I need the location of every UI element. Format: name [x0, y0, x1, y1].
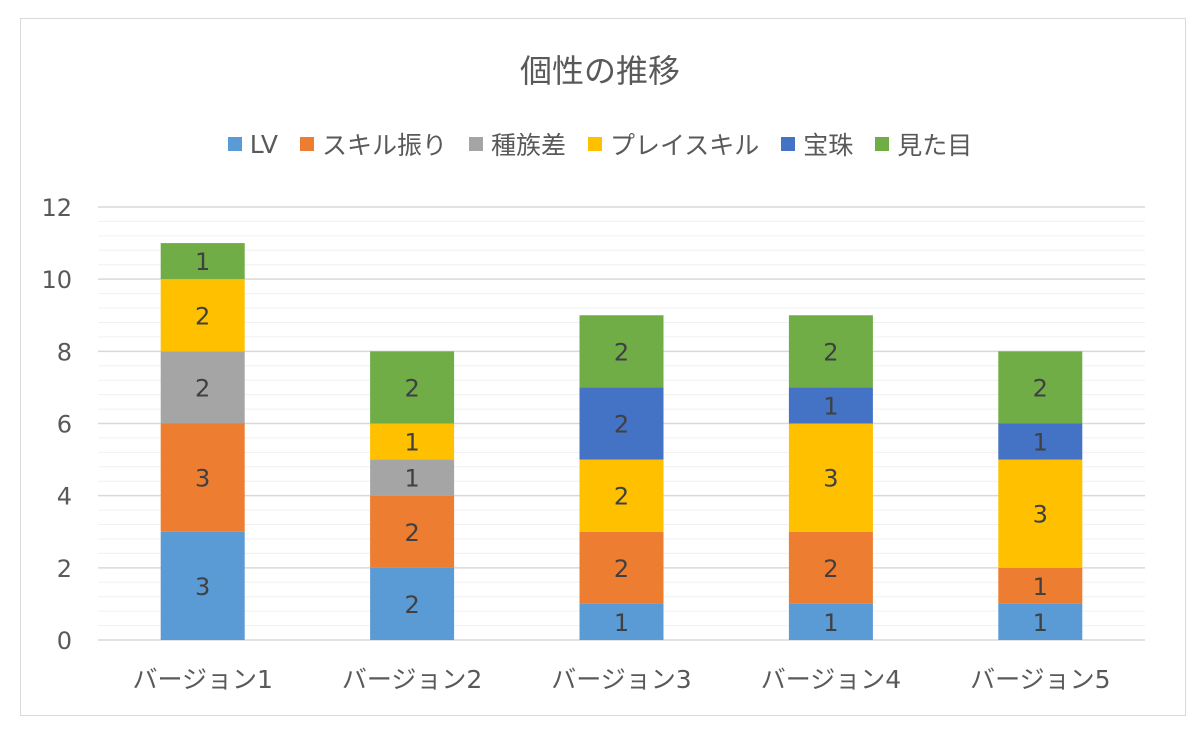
- data-label: 2: [614, 555, 629, 583]
- x-tick-label: バージョン4: [761, 665, 901, 694]
- data-label: 1: [614, 609, 629, 637]
- y-tick-label: 2: [57, 555, 72, 583]
- data-label: 3: [195, 573, 210, 601]
- bar-segment: [579, 387, 664, 460]
- bar-segment: [788, 387, 873, 424]
- bar-segment: [160, 423, 245, 532]
- legend-item-playskill: プレイスキル: [588, 126, 759, 162]
- y-tick-label: 8: [57, 338, 72, 366]
- bar-segment: [579, 531, 664, 604]
- bar-segment: [370, 567, 455, 640]
- bar-segment: [998, 351, 1083, 424]
- legend: LV スキル振り 種族差 プレイスキル 宝珠 見た目: [0, 126, 1200, 162]
- data-label: 2: [614, 338, 629, 366]
- legend-label: プレイスキル: [610, 131, 760, 160]
- data-label: 2: [823, 555, 838, 583]
- legend-label: LV: [249, 129, 278, 159]
- bar-segment: [998, 603, 1083, 640]
- bar-segment: [370, 495, 455, 568]
- data-label: 2: [195, 302, 210, 330]
- bar-segment: [788, 603, 873, 640]
- legend-swatch: [227, 137, 242, 151]
- data-label: 2: [195, 374, 210, 402]
- y-tick-label: 10: [41, 266, 72, 294]
- legend-item-appearance: 見た目: [875, 126, 972, 162]
- data-label: 1: [823, 392, 838, 420]
- data-label: 2: [614, 411, 629, 439]
- legend-swatch: [469, 137, 483, 151]
- legend-item-skill: スキル振り: [299, 126, 447, 162]
- data-label: 3: [195, 465, 210, 493]
- data-label: 1: [1033, 609, 1048, 637]
- legend-item-lv: LV: [227, 126, 278, 162]
- legend-label: 見た目: [897, 131, 973, 160]
- data-label: 2: [614, 483, 629, 511]
- bar-segment: [579, 315, 664, 388]
- y-tick-label: 4: [57, 483, 72, 511]
- data-label: 2: [404, 374, 419, 402]
- data-label: 1: [404, 429, 419, 457]
- bar-segment: [579, 603, 664, 640]
- bar-segment: [998, 423, 1083, 460]
- data-label: 1: [1033, 429, 1048, 457]
- legend-label: スキル振り: [321, 131, 447, 160]
- bar-segment: [788, 531, 873, 604]
- bar-segment: [370, 459, 455, 496]
- bar-segment: [998, 567, 1083, 604]
- bar-segment: [579, 459, 664, 532]
- x-tick-label: バージョン3: [551, 665, 691, 694]
- bar-segment: [160, 243, 245, 280]
- x-tick-label: バージョン5: [970, 665, 1110, 694]
- y-tick-label: 6: [57, 411, 72, 439]
- y-tick-label: 12: [41, 194, 72, 222]
- data-label: 3: [1033, 501, 1048, 529]
- data-label: 1: [195, 248, 210, 276]
- legend-swatch: [299, 137, 314, 151]
- legend-label: 宝珠: [803, 131, 854, 160]
- legend-swatch: [588, 137, 603, 151]
- bar-segment: [370, 423, 455, 460]
- legend-item-orb: 宝珠: [781, 126, 853, 162]
- x-tick-label: バージョン2: [342, 665, 482, 694]
- data-label: 3: [823, 465, 838, 493]
- bar-segment: [160, 279, 245, 352]
- data-label: 1: [404, 465, 419, 493]
- y-tick-label: 0: [57, 627, 72, 655]
- data-label: 2: [1033, 374, 1048, 402]
- data-label: 2: [404, 591, 419, 619]
- data-label: 1: [1033, 573, 1048, 601]
- bar-segment: [998, 459, 1083, 568]
- legend-swatch: [781, 137, 796, 151]
- legend-label: 種族差: [491, 131, 567, 160]
- chart-title: 個性の推移: [519, 52, 680, 90]
- legend-swatch: [875, 137, 890, 151]
- bar-segment: [160, 531, 245, 640]
- bar-segment: [788, 315, 873, 388]
- data-label: 2: [404, 519, 419, 547]
- data-label: 2: [823, 338, 838, 366]
- x-tick-label: バージョン1: [132, 665, 272, 694]
- legend-item-race: 種族差: [469, 126, 566, 162]
- data-label: 1: [823, 609, 838, 637]
- bar-segment: [370, 351, 455, 424]
- bar-segment: [788, 423, 873, 532]
- bar-segment: [160, 351, 245, 424]
